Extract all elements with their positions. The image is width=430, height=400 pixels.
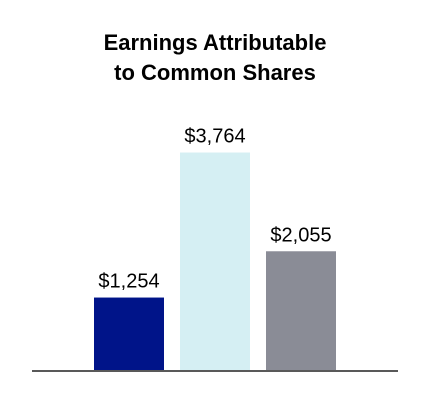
chart-title-line-1: Earnings Attributable: [103, 30, 327, 55]
chart-title: Earnings Attributable to Common Shares: [0, 28, 430, 88]
bar-1: [94, 297, 164, 370]
bar-2: [180, 152, 250, 370]
bar-3: [266, 251, 336, 370]
data-label-3: $2,055: [270, 224, 331, 246]
chart-title-line-2: to Common Shares: [114, 60, 316, 85]
data-label-1: $1,254: [98, 271, 159, 293]
data-label-2: $3,764: [184, 126, 245, 148]
